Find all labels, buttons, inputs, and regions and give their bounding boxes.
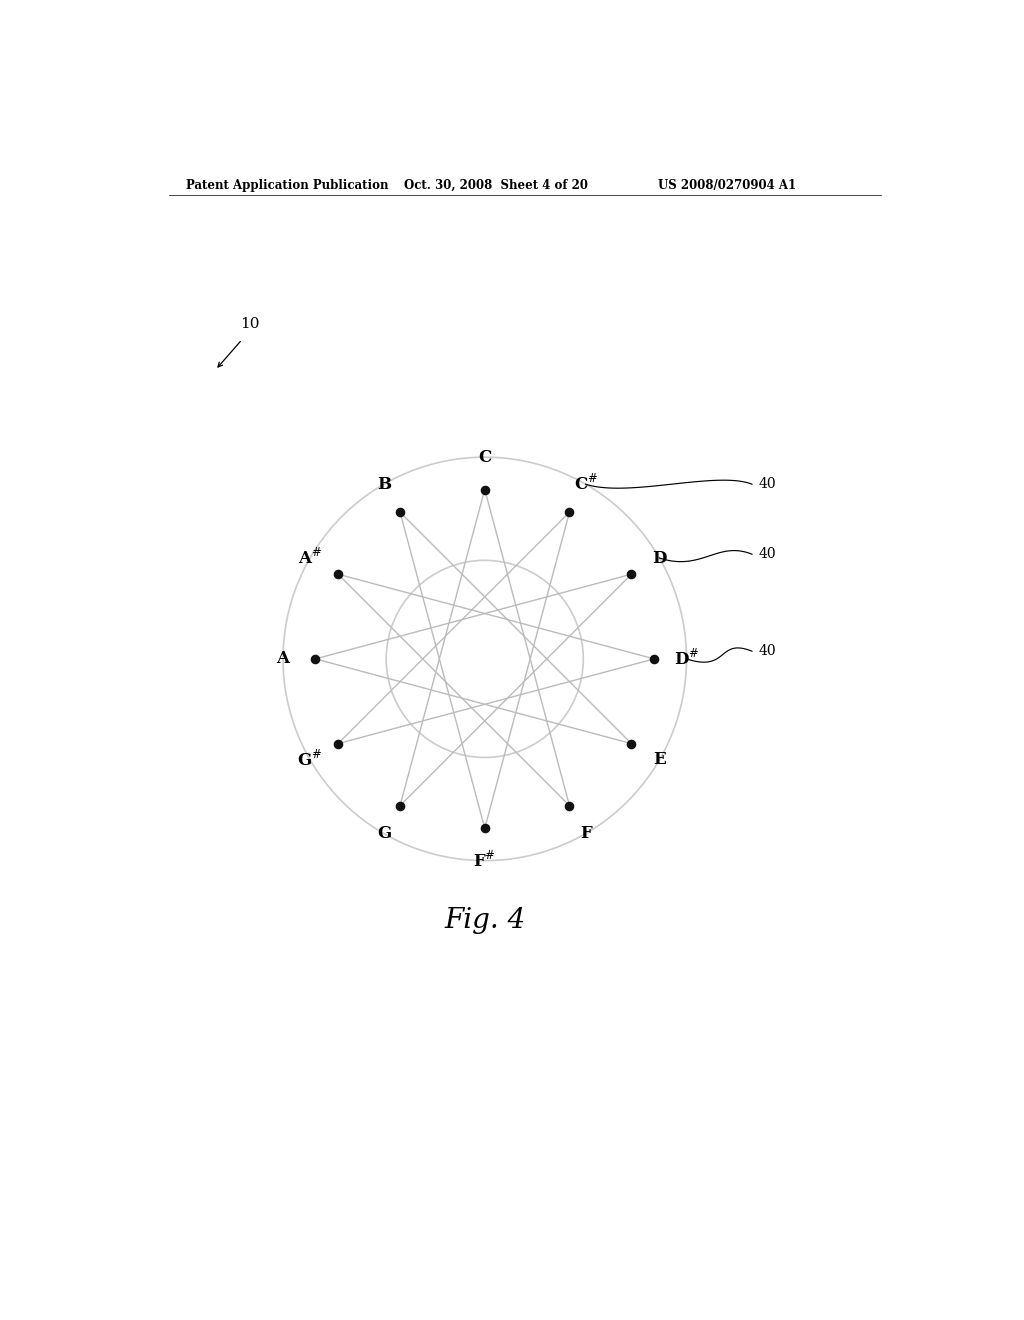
Text: 10: 10 (241, 317, 260, 331)
Text: F$^{\#}$: F$^{\#}$ (473, 850, 497, 871)
Text: Fig. 4: Fig. 4 (444, 907, 525, 935)
Text: A: A (276, 651, 290, 668)
Text: 40: 40 (758, 478, 776, 491)
Point (624, 733, 640, 754)
Point (330, 733, 346, 754)
Point (646, 648, 663, 669)
Point (330, 564, 346, 585)
Text: E: E (653, 751, 666, 768)
Text: C$^{\#}$: C$^{\#}$ (573, 474, 598, 494)
Text: 40: 40 (758, 548, 776, 561)
Text: Patent Application Publication: Patent Application Publication (186, 178, 388, 191)
Text: D: D (652, 549, 667, 566)
Point (561, 502, 578, 523)
Text: B: B (377, 475, 391, 492)
Point (624, 564, 640, 585)
Text: G$^{\#}$: G$^{\#}$ (297, 750, 323, 770)
Point (561, 795, 578, 816)
Point (476, 479, 493, 500)
Point (392, 502, 409, 523)
Point (392, 795, 409, 816)
Point (307, 648, 324, 669)
Text: Oct. 30, 2008  Sheet 4 of 20: Oct. 30, 2008 Sheet 4 of 20 (403, 178, 588, 191)
Text: C: C (478, 449, 492, 466)
Text: D$^{\#}$: D$^{\#}$ (674, 649, 699, 669)
Text: G: G (377, 825, 391, 842)
Text: US 2008/0270904 A1: US 2008/0270904 A1 (658, 178, 796, 191)
Point (476, 818, 493, 840)
Text: F: F (580, 825, 592, 842)
Text: 40: 40 (758, 644, 776, 659)
Text: A$^{\#}$: A$^{\#}$ (298, 548, 323, 568)
